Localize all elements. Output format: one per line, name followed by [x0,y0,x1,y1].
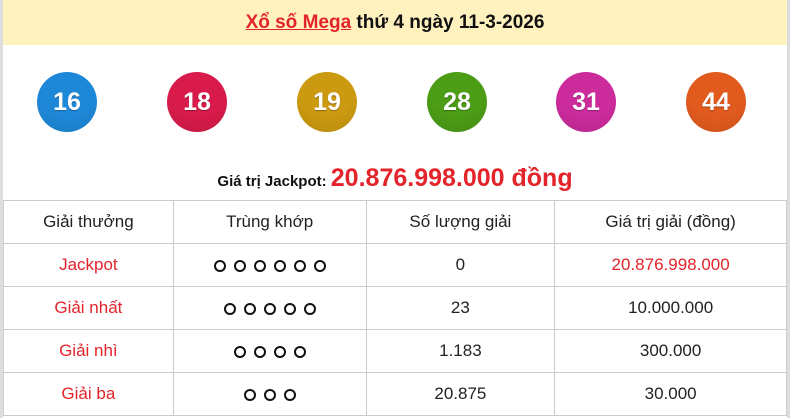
prize-value: 30.000 [554,372,787,416]
number-ball: 19 [297,72,357,132]
match-circle-icon [243,388,256,401]
match-circle-icon [263,388,276,401]
table-header: Giải thưởng Trùng khớp Số lượng giải Giá… [3,200,787,244]
header-prize: Giải thưởng [3,200,174,244]
table-row: Giải nhất 23 10.000.000 [3,286,787,330]
match-circle-icon [293,345,306,358]
match-circle-icon [263,302,276,315]
match-indicator [172,243,367,287]
prize-value: 300.000 [554,329,787,373]
prize-name: Giải ba [3,372,174,416]
number-ball: 44 [686,72,746,132]
match-circle-icon [293,259,306,272]
draw-date: thứ 4 ngày 11-3-2026 [351,12,545,33]
winning-numbers: 16 18 19 28 31 44 [3,72,787,132]
prize-value: 20.876.998.000 [554,243,787,287]
prize-table: Giải thưởng Trùng khớp Số lượng giải Giá… [3,200,787,416]
match-circle-icon [213,259,226,272]
number-ball: 18 [167,72,227,132]
prize-name: Giải nhất [3,286,174,330]
winner-count: 20.875 [365,372,556,416]
jackpot-value: Giá trị Jackpot: 20.876.998.000 đồng [3,164,787,193]
header-count: Số lượng giải [365,200,556,244]
prize-name: Giải nhì [3,329,174,373]
winner-count: 1.183 [365,329,556,373]
match-circle-icon [233,345,246,358]
table-row: Jackpot 0 20.876.998.000 [3,243,787,287]
match-indicator [172,329,367,373]
number-ball: 31 [556,72,616,132]
match-circle-icon [233,259,246,272]
winner-count: 0 [365,243,556,287]
match-circle-icon [283,388,296,401]
winner-count: 23 [365,286,556,330]
results-header: Xổ số Mega thứ 4 ngày 11-3-2026 [3,0,787,45]
number-ball: 16 [37,72,97,132]
match-circle-icon [223,302,236,315]
table-row: Giải nhì 1.183 300.000 [3,329,787,373]
mega-link[interactable]: Xổ số Mega [245,12,352,33]
number-ball: 28 [427,72,487,132]
match-circle-icon [253,345,266,358]
match-circle-icon [313,259,326,272]
header-matches: Trùng khớp [172,200,367,244]
header-value: Giá trị giải (đồng) [554,200,787,244]
match-circle-icon [273,345,286,358]
match-circle-icon [283,302,296,315]
match-circle-icon [303,302,316,315]
prize-name: Jackpot [3,243,174,287]
match-circle-icon [253,259,266,272]
prize-value: 10.000.000 [554,286,787,330]
jackpot-label: Giá trị Jackpot: [217,173,331,190]
match-circle-icon [273,259,286,272]
match-indicator [172,286,367,330]
match-circle-icon [243,302,256,315]
jackpot-amount: 20.876.998.000 đồng [330,164,573,192]
table-row: Giải ba 20.875 30.000 [3,372,787,416]
match-indicator [172,372,367,416]
